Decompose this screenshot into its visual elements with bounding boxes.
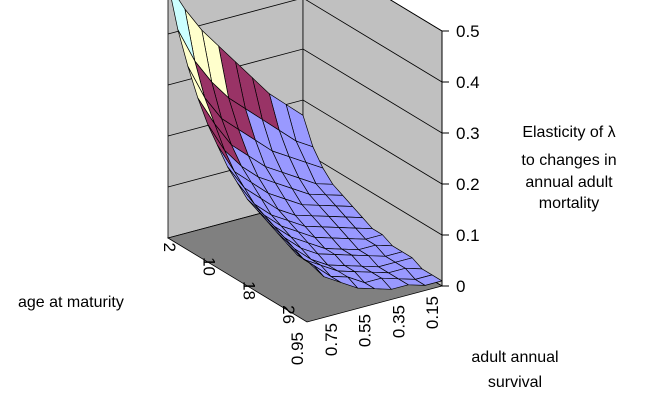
z-tick-label-0: 0 <box>456 277 465 296</box>
z-axis-title-line-2: to changes in <box>521 152 616 169</box>
y-tick-label-0: 0.95 <box>288 332 307 365</box>
y-axis-title-line-1: adult annual <box>471 349 558 366</box>
x-tick-label-1: 10 <box>200 257 219 276</box>
y-tick-label-4: 0.15 <box>423 296 442 329</box>
x-tick-label-0: 2 <box>160 243 179 252</box>
z-axis-title-line-3: annual adult <box>525 174 613 191</box>
z-axis-ticks: 0 0.1 0.2 0.3 0.4 0.5 <box>441 22 480 296</box>
y-axis-title-line-2: survival <box>488 374 542 391</box>
y-tick-label-3: 0.35 <box>389 305 408 338</box>
gridline-z-5 <box>389 0 443 32</box>
x-tick-label-3: 26 <box>279 305 298 324</box>
z-tick-label-1: 0.1 <box>456 226 480 245</box>
z-axis-title-line-4: mortality <box>539 195 599 212</box>
surface-cell-13-0 <box>296 254 325 278</box>
z-axis-title-line-1: Elasticity of λ <box>522 124 615 141</box>
z-tick-label-4: 0.4 <box>456 73 480 92</box>
y-tick-label-2: 0.55 <box>356 314 375 347</box>
z-tick-label-3: 0.3 <box>456 124 480 143</box>
x-axis-title: age at maturity <box>18 294 124 311</box>
surface-mesh <box>171 0 443 290</box>
y-tick-label-1: 0.75 <box>322 323 341 356</box>
x-axis-ticks: 2 10 18 26 <box>160 243 298 324</box>
x-tick-label-2: 18 <box>239 281 258 300</box>
z-tick-label-2: 0.2 <box>456 175 480 194</box>
z-tick-label-5: 0.5 <box>456 22 480 41</box>
gridline-z-4 <box>167 0 443 83</box>
axis-titles: age at maturity Elasticity of λ to chang… <box>18 124 617 391</box>
y-axis-ticks: 0.95 0.75 0.55 0.35 0.15 <box>288 296 442 365</box>
